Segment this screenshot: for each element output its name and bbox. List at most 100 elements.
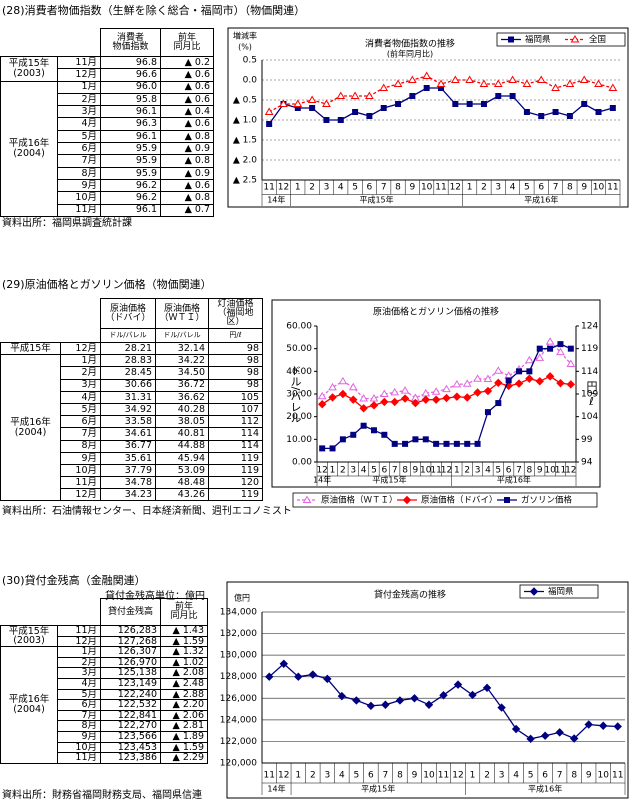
value-cell: ▲ 1.59 [160,741,208,754]
month-cell: 3月 [60,378,101,392]
marker [412,436,419,443]
y2-tick-label: 124 [581,322,598,332]
column-unit: ドル/バレル [100,328,156,343]
x-tick-label: 6 [506,466,512,476]
value-cell: ▲ 2.29 [160,752,208,764]
x-tick-label: 11 [430,466,441,476]
marker [452,392,462,401]
source: 資料出所：財務省福岡財務支局、福岡県信連 [2,790,202,801]
x-tick-label: 2 [309,183,315,193]
month-cell: 11月 [57,752,101,764]
marker [391,440,398,447]
month-cell: 2月 [60,366,101,380]
marker [522,79,532,87]
x-tick-label: 1 [295,771,301,781]
y2-tick-label: 119 [581,344,598,354]
x-tick-label: 5 [354,771,360,781]
marker [452,101,459,107]
x-tick-label: 9 [537,466,543,476]
month-cell: 7月 [57,154,101,168]
x-tick-label: 6 [381,466,387,476]
x-tick-label: 9 [412,771,418,781]
x-tick-label: 5 [495,466,501,476]
marker [411,398,420,408]
marker [410,694,419,703]
x-tick-label: 9 [409,183,415,193]
value-cell: 34.92 [100,402,156,417]
month-cell: 3月 [57,667,101,679]
value-cell: 114 [208,439,263,453]
data-row: 平成16年 (2004) 1月 28.83 34.22 98 [0,354,263,502]
legend-marker [508,36,514,43]
legend-label: 福岡県 [548,586,574,597]
marker [613,722,622,731]
x-tick-label: 2 [484,771,490,781]
marker [421,395,430,404]
marker [569,734,579,743]
chart-title: 原油価格とガソリン価格の推移 [373,306,499,318]
marker [599,721,608,730]
value-cell: 28.21 [100,341,156,356]
y-tick-label: 40.00 [286,367,312,377]
value-cell: 107 [208,402,263,417]
marker [511,724,521,734]
value-cell: ▲ 0.6 [160,92,214,107]
x-tick-label: 11 [607,183,618,193]
month-cell: 12月 [57,635,101,648]
value-cell: ▲ 1.59 [160,635,208,648]
marker [493,366,503,374]
marker [350,91,360,99]
month-cell: 1月 [57,80,101,94]
month-cell: 11月 [57,203,101,217]
marker [555,728,564,737]
marker [462,379,472,387]
marker [545,337,555,345]
value-cell: 34.78 [100,476,156,490]
month-cell: 9月 [57,178,101,193]
column-header: 前年 同月比 [160,28,214,57]
value-cell: 96.0 [100,80,161,94]
value-cell: 126,283 [100,625,161,637]
marker [482,683,492,693]
marker [483,386,493,396]
marker [402,440,409,447]
header-blank [0,598,101,626]
era-cell: 平成16年 (2004) [0,646,58,764]
marker [400,394,410,403]
y-tick-label: 122,000 [220,737,257,747]
x-tick-label: 12 [452,771,463,781]
marker [450,75,460,83]
x-tick-label: 4 [485,466,491,476]
value-cell: 34.23 [100,488,156,502]
value-cell: 119 [208,488,263,502]
column-unit: ドル/バレル [155,328,209,343]
unit-row: ドル/バレル ドル/バレル 円/ℓ [1,328,263,343]
y2-axis-label: 円/ℓ [585,380,598,408]
y-tick-label: 0.0 [243,76,258,86]
marker [319,445,326,452]
marker [317,391,327,400]
value-cell: 96.8 [100,55,161,70]
value-cell: ▲ 0.8 [160,191,214,205]
month-cell: 10月 [60,463,101,478]
marker [567,345,574,352]
marker [360,422,367,429]
era-label: 平成16年 [10,417,51,429]
marker [265,672,274,681]
value-cell: 122,532 [100,699,161,711]
chart-frame [227,27,629,208]
x-tick-label: 12 [278,183,289,193]
marker [266,121,273,127]
marker [516,368,523,375]
data-row: 3月 30.66 36.72 98 [1,378,263,392]
value-cell: 96.3 [100,117,161,131]
chart-title: 貸付金残高の推移 [374,589,446,601]
y-tick-label: 126,000 [220,694,257,704]
month-cell: 5月 [60,402,101,417]
x-tick-label: 1 [330,466,336,476]
marker [328,393,337,402]
era-year: (2003) [13,635,45,647]
legend-marker [529,587,539,596]
month-cell: 9月 [60,451,101,465]
value-cell: ▲ 0.6 [160,68,214,82]
